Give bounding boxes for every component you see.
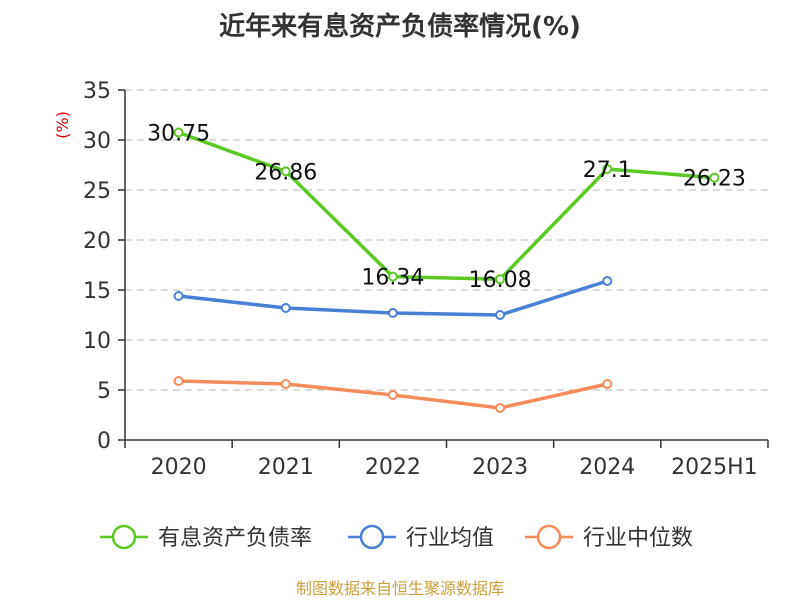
y-tick-label: 10	[83, 329, 111, 354]
data-label: 30.75	[147, 122, 210, 147]
x-tick-label: 2021	[258, 455, 314, 480]
grid-lines	[125, 89, 768, 391]
data-point	[280, 379, 291, 389]
legend: 有息资产负债率 行业均值 行业中位数	[100, 524, 693, 551]
data-point	[602, 164, 613, 174]
series-group	[173, 127, 720, 413]
data-point	[387, 308, 398, 318]
chart-title: 近年来有息资产负债率情况(%)	[219, 11, 581, 42]
legend-label: 行业均值	[406, 526, 494, 551]
data-point	[495, 310, 506, 320]
data-label: 16.08	[469, 268, 532, 293]
data-point	[602, 379, 613, 389]
data-point	[173, 127, 184, 138]
axes: 0 5 10 15 20 25 30 35 2020 2021 2022 2023 2024 2025H1	[83, 79, 769, 480]
x-tick-label: 2023	[472, 455, 528, 480]
legend-marker	[536, 524, 562, 550]
y-tick-label: 20	[83, 229, 111, 254]
y-tick-label: 0	[97, 429, 111, 454]
data-label: 27.1	[583, 158, 632, 183]
x-tick-label: 2022	[365, 455, 421, 480]
data-point	[280, 303, 291, 313]
legend-marker	[359, 524, 385, 550]
source-note: 制图数据来自恒生聚源数据库	[296, 579, 504, 598]
x-tick-label: 2025H1	[671, 455, 758, 480]
legend-marker	[111, 524, 137, 550]
legend-label: 有息资产负债率	[158, 526, 312, 551]
series-line	[177, 130, 715, 281]
data-point	[173, 376, 184, 386]
data-point	[495, 274, 506, 285]
data-point	[173, 291, 184, 301]
y-tick-label: 5	[97, 379, 111, 404]
y-tick-label: 30	[83, 129, 111, 154]
data-label: 16.34	[361, 266, 424, 291]
data-label: 26.86	[254, 160, 317, 185]
y-axis-label: (%)	[53, 111, 72, 139]
data-point	[709, 172, 720, 183]
data-labels: 30.75 26.86 16.34 16.08 27.1 26.23	[147, 122, 746, 294]
data-label: 26.23	[683, 167, 746, 192]
y-tick-label: 35	[83, 79, 111, 104]
x-tick-label: 2020	[151, 455, 207, 480]
y-tick-label: 15	[83, 279, 111, 304]
x-tick-label: 2024	[579, 455, 635, 480]
data-point	[387, 390, 398, 400]
legend-label: 行业中位数	[583, 526, 693, 551]
data-point	[280, 166, 291, 177]
data-point	[495, 403, 506, 413]
data-point	[602, 276, 613, 286]
data-point	[387, 271, 398, 282]
y-tick-label: 25	[83, 179, 111, 204]
